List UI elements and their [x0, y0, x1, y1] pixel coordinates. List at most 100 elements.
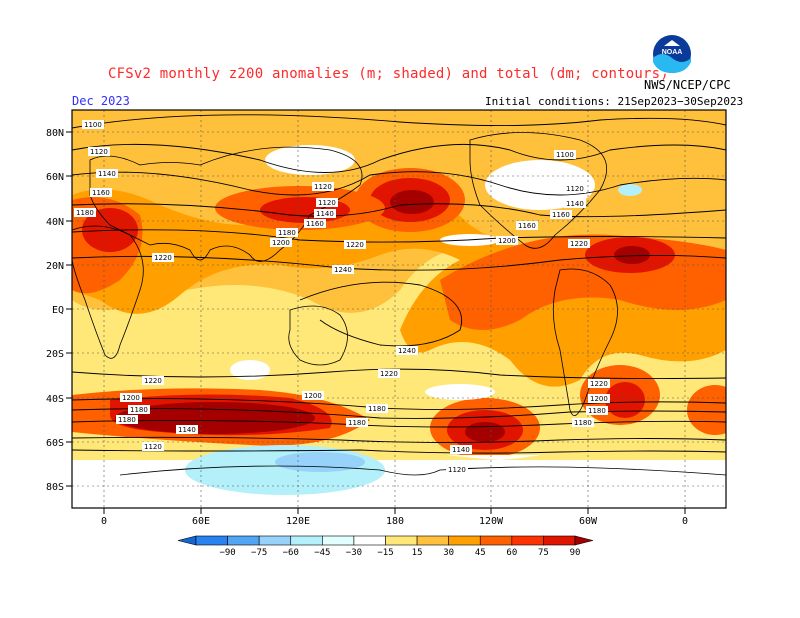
colorbar-segment [574, 535, 594, 546]
lon-label: 120W [479, 516, 504, 527]
svg-text:1220: 1220 [154, 254, 172, 262]
svg-text:1120: 1120 [90, 148, 108, 156]
svg-text:1220: 1220 [590, 380, 608, 388]
colorbar-tick-label: 15 [412, 548, 423, 558]
colorbar-tick-label: 90 [570, 548, 581, 558]
contour-label: 1140 [450, 445, 472, 454]
colorbar: −90 −75 −60 −45 −30 −15 15 30 45 60 75 90 [177, 535, 594, 558]
lon-label: 60W [579, 516, 598, 527]
colorbar-segment [479, 535, 513, 546]
contour-label: 1220 [142, 376, 164, 385]
lat-label: EQ [52, 305, 64, 316]
contour-label: 1140 [314, 209, 336, 218]
chart-title: CFSv2 monthly z200 anomalies (m; shaded)… [108, 66, 669, 82]
agency-label: NWS/NCEP/CPC [644, 78, 731, 92]
contour-label: 1220 [378, 369, 400, 378]
lon-label: 0 [101, 516, 107, 527]
svg-text:1220: 1220 [144, 377, 162, 385]
svg-text:1120: 1120 [448, 466, 466, 474]
svg-text:1180: 1180 [588, 407, 606, 415]
colorbar-tick-label: 45 [475, 548, 486, 558]
colorbar-tick-label: −45 [314, 548, 330, 558]
axis-ticks [66, 131, 686, 514]
contour-label: 1180 [276, 228, 298, 237]
contour-label: 1160 [516, 221, 538, 230]
svg-text:1200: 1200 [272, 239, 290, 247]
contour-label: 1140 [176, 425, 198, 434]
colorbar-segment [448, 535, 481, 546]
svg-text:1140: 1140 [316, 210, 334, 218]
svg-text:1180: 1180 [574, 419, 592, 427]
lat-label: 20S [46, 349, 64, 360]
contour-label: 1220 [152, 253, 174, 262]
forecast-month: Dec 2023 [72, 94, 130, 108]
svg-text:1200: 1200 [590, 395, 608, 403]
contour-label: 1120 [142, 442, 164, 451]
svg-text:1200: 1200 [304, 392, 322, 400]
colorbar-tick-label: −15 [377, 548, 393, 558]
height-contours [72, 114, 726, 454]
colorbar-tick-label: −75 [251, 548, 267, 558]
svg-text:NOAA: NOAA [662, 49, 683, 56]
colorbar-tick-label: −90 [219, 548, 235, 558]
svg-text:1160: 1160 [518, 222, 536, 230]
lat-label: 40N [46, 217, 64, 228]
svg-text:1140: 1140 [98, 170, 116, 178]
svg-text:1180: 1180 [118, 416, 136, 424]
colorbar-tick-label: 30 [443, 548, 454, 558]
contour-label: 1220 [588, 379, 610, 388]
colorbar-segment [177, 535, 197, 546]
longitude-labels: 0 60E 120E 180 120W 60W 0 [101, 516, 688, 527]
lat-label: 60N [46, 172, 64, 183]
contour-label: 1120 [316, 198, 338, 207]
contour-label: 1160 [304, 219, 326, 228]
svg-text:1120: 1120 [314, 183, 332, 191]
svg-text:1240: 1240 [398, 347, 416, 355]
svg-text:1220: 1220 [570, 240, 588, 248]
contour-label: 1180 [74, 208, 96, 217]
lat-label: 80N [46, 128, 64, 139]
contour-label: 1220 [344, 240, 366, 249]
colorbar-segment [416, 535, 449, 546]
contour-label: 1100 [554, 150, 576, 159]
colorbar-segment [290, 535, 323, 546]
svg-text:1120: 1120 [318, 199, 336, 207]
svg-text:1140: 1140 [452, 446, 470, 454]
svg-text:1160: 1160 [92, 189, 110, 197]
svg-text:1160: 1160 [306, 220, 324, 228]
svg-text:1180: 1180 [76, 209, 94, 217]
svg-text:1120: 1120 [566, 185, 584, 193]
contour-label: 1120 [312, 182, 334, 191]
colorbar-segment [258, 535, 292, 546]
lon-label: 0 [682, 516, 688, 527]
contour-label: 1160 [550, 210, 572, 219]
contour-label: 1120 [88, 147, 110, 156]
contour-label: 1180 [366, 404, 388, 413]
colorbar-segment [543, 535, 576, 546]
contour-label: 1140 [564, 199, 586, 208]
lon-label: 180 [386, 516, 404, 527]
initial-conditions: Initial conditions: 21Sep2023−30Sep2023 [485, 95, 744, 108]
colorbar-segment [195, 535, 228, 546]
colorbar-tick-label: 60 [506, 548, 517, 558]
contour-label: 1120 [446, 465, 468, 474]
contour-label: 1200 [588, 394, 610, 403]
contour-label: 1220 [568, 239, 590, 248]
contour-label: 1180 [586, 406, 608, 415]
contour-label: 1180 [128, 405, 150, 414]
lat-label: 40S [46, 394, 64, 405]
contour-label: 1100 [82, 120, 104, 129]
contour-label: 1180 [572, 418, 594, 427]
lon-label: 60E [192, 516, 210, 527]
colorbar-segment [511, 535, 544, 546]
contour-label: 1180 [116, 415, 138, 424]
svg-text:1180: 1180 [130, 406, 148, 414]
contour-label: 1240 [396, 346, 418, 355]
svg-text:1180: 1180 [368, 405, 386, 413]
contour-label: 1200 [302, 391, 324, 400]
contour-label: 1200 [270, 238, 292, 247]
colorbar-tick-label: 75 [538, 548, 549, 558]
svg-text:1140: 1140 [566, 200, 584, 208]
coastlines [72, 132, 726, 476]
contour-label: 1120 [564, 184, 586, 193]
